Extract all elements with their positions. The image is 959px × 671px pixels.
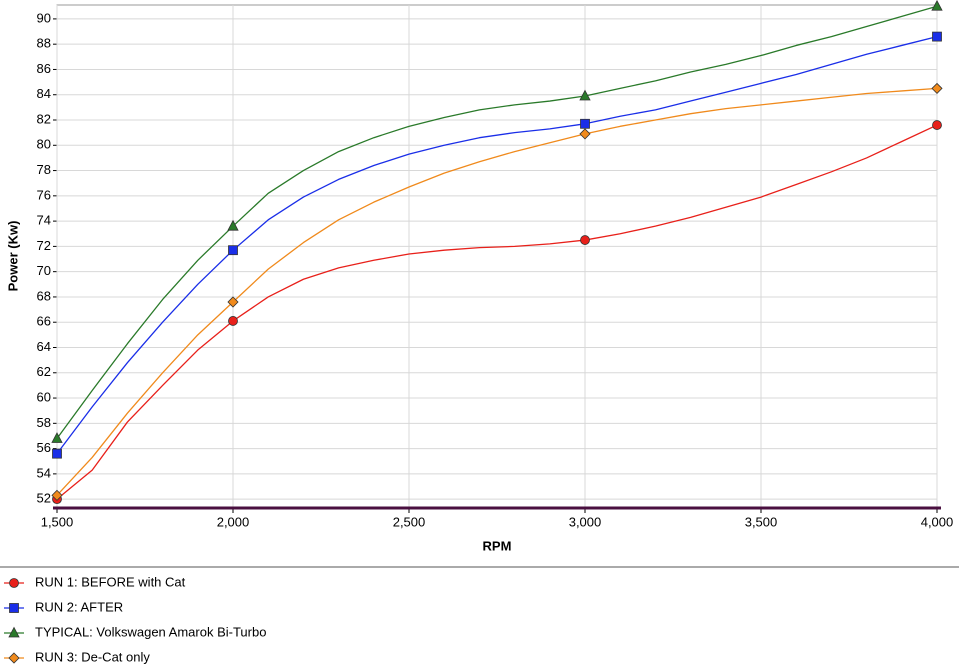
y-tick-label: 54	[37, 465, 51, 480]
legend-label: TYPICAL: Volkswagen Amarok Bi-Turbo	[35, 624, 266, 639]
x-tick-label: 3,500	[745, 514, 778, 529]
legend-marker	[9, 578, 19, 588]
y-tick-label: 76	[37, 187, 51, 202]
y-tick-label: 82	[37, 111, 51, 126]
series-line	[56, 35, 938, 455]
plot-area	[56, 4, 938, 509]
legend-marker	[8, 652, 20, 664]
y-axis-label: Power (Kw)	[5, 221, 20, 292]
data-point	[51, 432, 63, 443]
y-tick-label: 78	[37, 162, 51, 177]
x-tick-label: 2,500	[393, 514, 426, 529]
data-point	[52, 448, 62, 459]
data-point	[931, 82, 943, 94]
legend-label: RUN 3: De-Cat only	[35, 649, 150, 664]
legend-marker	[8, 626, 20, 638]
y-tick-label: 58	[37, 415, 51, 430]
y-tick-label: 90	[37, 10, 51, 25]
y-tick-label: 68	[37, 288, 51, 303]
x-tick-label: 3,000	[569, 514, 602, 529]
data-point	[932, 120, 942, 130]
y-tick-label: 56	[37, 440, 51, 455]
y-tick-label: 80	[37, 137, 51, 152]
y-tick-label: 60	[37, 389, 51, 404]
data-point	[227, 296, 239, 308]
legend-label: RUN 1: BEFORE with Cat	[35, 574, 186, 589]
data-point	[580, 118, 590, 129]
x-axis-label: RPM	[483, 538, 512, 553]
data-point	[51, 489, 63, 501]
x-tick-label: 1,500	[41, 514, 74, 529]
y-tick-label: 88	[37, 36, 51, 51]
data-point	[931, 0, 943, 11]
legend-label: RUN 2: AFTER	[35, 599, 123, 614]
y-tick-label: 72	[37, 238, 51, 253]
data-point	[579, 128, 591, 140]
data-point	[932, 31, 942, 42]
x-tick-label: 4,000	[921, 514, 954, 529]
y-tick-label: 86	[37, 61, 51, 76]
series-line	[56, 124, 938, 500]
y-tick-label: 84	[37, 86, 51, 101]
y-tick-label: 70	[37, 263, 51, 278]
data-point	[227, 219, 239, 231]
data-point	[228, 245, 238, 256]
legend-marker	[9, 603, 19, 613]
series-line	[56, 5, 938, 439]
y-tick-label: 64	[37, 339, 51, 354]
data-point	[228, 316, 238, 326]
data-point	[580, 235, 590, 245]
series-line	[56, 87, 938, 496]
data-point	[579, 89, 591, 101]
y-tick-label: 66	[37, 314, 51, 329]
y-tick-label: 62	[37, 364, 51, 379]
x-tick-label: 2,000	[217, 514, 250, 529]
y-tick-label: 74	[37, 213, 51, 228]
y-tick-label: 52	[37, 491, 51, 506]
